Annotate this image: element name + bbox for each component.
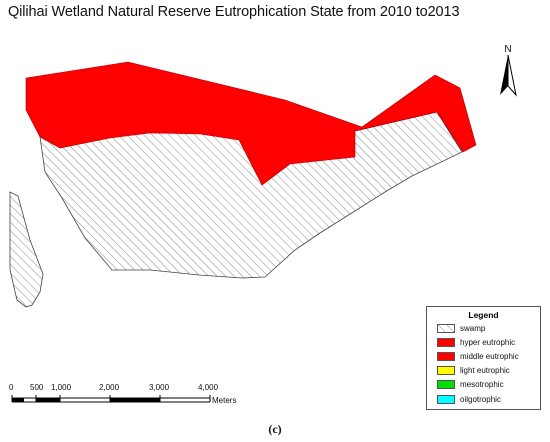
legend-swatch <box>437 366 455 376</box>
scale-tick-label: 500 <box>30 383 44 392</box>
figure-caption: (c) <box>268 422 282 436</box>
scale-labels: 0 500 1,000 2,000 3,000 4,000 <box>0 383 260 395</box>
legend-swatch <box>437 394 455 404</box>
legend-swatch-swamp <box>437 323 455 333</box>
scale-tick-label: 1,000 <box>51 383 72 392</box>
legend-label: light eutrophic <box>460 366 510 376</box>
legend-label: swamp <box>460 323 486 333</box>
legend-title: Legend <box>468 310 499 320</box>
scale-units: Meters <box>212 396 237 405</box>
legend-label: mesotrophic <box>460 380 504 390</box>
legend-item: mesotrophic <box>427 378 540 392</box>
north-label: N <box>504 44 512 55</box>
map-title: Qilihai Wetland Natural Reserve Eutrophi… <box>8 4 460 20</box>
legend-swatch <box>437 380 455 390</box>
legend-swatch <box>437 337 455 347</box>
north-arrow: N <box>497 44 519 104</box>
legend-label: hyper eutrophic <box>460 337 516 347</box>
legend-label: middle eutrophic <box>460 351 519 361</box>
scale-tick-label: 2,000 <box>99 383 120 392</box>
legend-swatch <box>437 351 455 361</box>
legend-item: swamp <box>427 321 540 335</box>
scale-tick-label: 0 <box>9 383 14 392</box>
north-arrow-icon <box>500 54 517 97</box>
scale-tick-label: 3,000 <box>149 383 170 392</box>
legend: Legend swamp hyper eutrophic middle eutr… <box>426 306 541 410</box>
scale-bar <box>11 395 211 403</box>
legend-item: middle eutrophic <box>427 349 540 363</box>
swamp-region-west <box>9 191 44 308</box>
legend-item: hyper eutrophic <box>427 335 540 349</box>
legend-label: oilgotrophic <box>460 394 501 404</box>
legend-item: oilgotrophic <box>427 392 540 406</box>
legend-item: light eutrophic <box>427 364 540 378</box>
eutrophic-zone <box>25 61 477 186</box>
scale-tick-label: 4,000 <box>198 383 219 392</box>
